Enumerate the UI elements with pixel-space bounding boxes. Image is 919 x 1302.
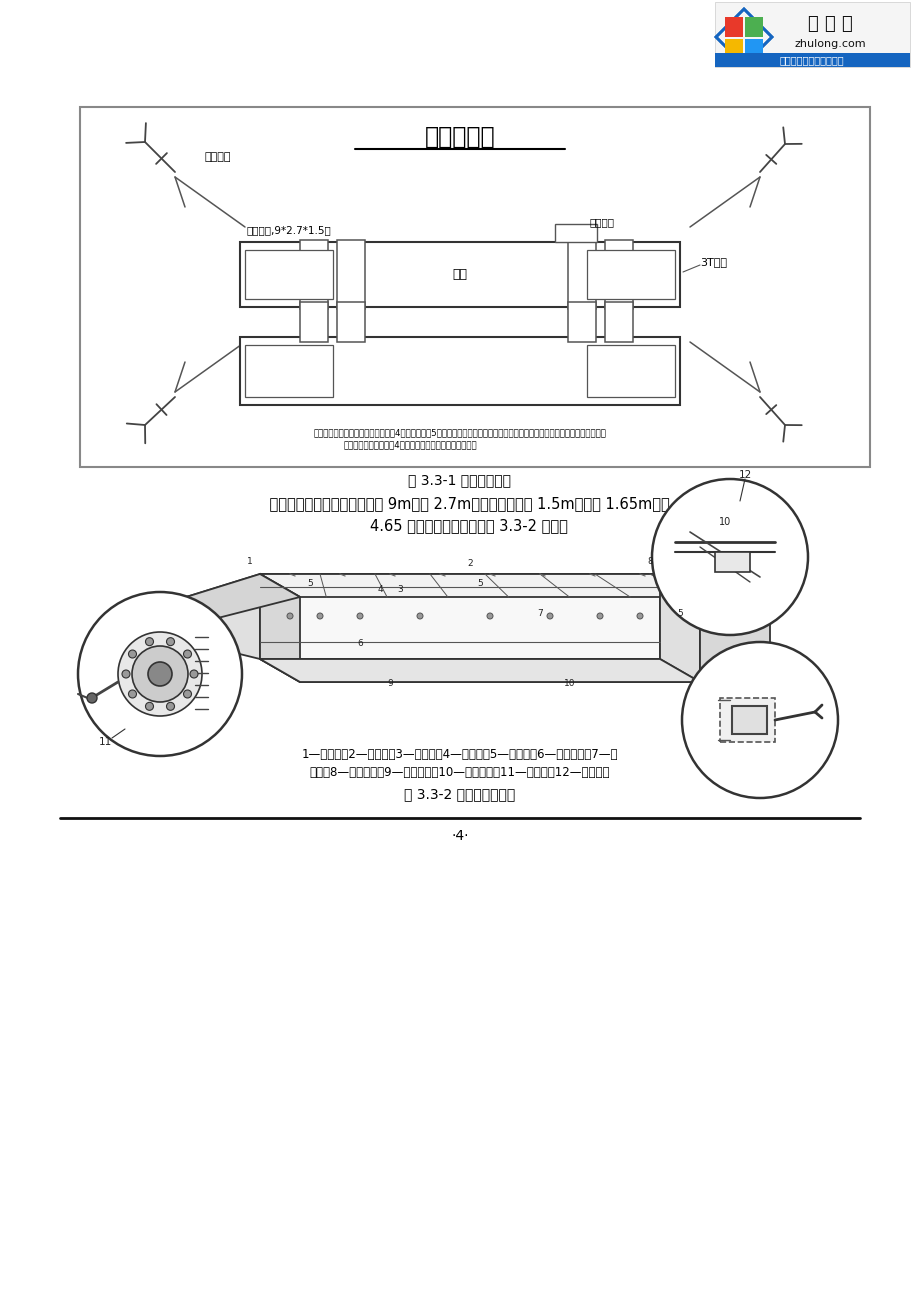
Polygon shape <box>744 39 762 57</box>
Text: 公路桥面: 公路桥面 <box>589 217 614 227</box>
Circle shape <box>87 693 96 703</box>
Text: 3: 3 <box>397 586 403 595</box>
Text: 1—锚机座；2—进水孔；3—系缆桩；4—进人孔；5—气密孔；6—拉紧螺孔；7—导: 1—锚机座；2—进水孔；3—系缆桩；4—进人孔；5—气密孔；6—拉紧螺孔；7—导 <box>301 747 618 760</box>
Text: 3T锚机: 3T锚机 <box>699 256 726 267</box>
Bar <box>300 302 328 342</box>
Circle shape <box>122 671 130 678</box>
Polygon shape <box>744 17 762 36</box>
Text: 筑 龙 網: 筑 龙 網 <box>807 16 851 33</box>
Text: 缆桩；8—导缆滚轮；9—横向接头；10—纵向接头；11—螺栓钩；12—拉紧螺栓: 缆桩；8—导缆滚轮；9—横向接头；10—纵向接头；11—螺栓钩；12—拉紧螺栓 <box>310 766 609 779</box>
Bar <box>720 698 774 742</box>
Text: ·4·: ·4· <box>450 829 469 842</box>
Bar <box>300 240 328 309</box>
Circle shape <box>145 702 153 711</box>
Text: 8: 8 <box>646 557 652 566</box>
Text: 图 3.3-2 标准舟节浮箱图: 图 3.3-2 标准舟节浮箱图 <box>404 786 515 801</box>
Polygon shape <box>170 574 260 659</box>
Text: 9: 9 <box>387 680 392 689</box>
Circle shape <box>596 613 602 618</box>
Bar <box>336 240 365 309</box>
Text: 5: 5 <box>676 609 682 618</box>
Circle shape <box>486 613 493 618</box>
Polygon shape <box>260 574 659 659</box>
Polygon shape <box>724 17 743 36</box>
Polygon shape <box>724 39 743 57</box>
Text: 10: 10 <box>563 680 575 689</box>
Text: 11: 11 <box>98 737 111 747</box>
Text: 标准舟节,9*2.7*1.5米: 标准舟节,9*2.7*1.5米 <box>246 225 332 234</box>
Circle shape <box>287 613 292 618</box>
Text: 大抓力锚: 大抓力锚 <box>205 152 232 161</box>
Bar <box>336 302 365 342</box>
Polygon shape <box>744 17 762 36</box>
Text: 12: 12 <box>738 470 751 480</box>
Bar <box>714 3 909 66</box>
Polygon shape <box>724 39 743 57</box>
Bar <box>80 107 869 467</box>
Bar <box>586 345 675 397</box>
Circle shape <box>416 613 423 618</box>
Bar <box>586 250 675 299</box>
Text: 说明：桩排管桩穿孔用浮平台，采用4个标准舟节组5个多功能浮箱拼组而成，之间用公路桥面处工字钢等连接，上面放置钻机。: 说明：桩排管桩穿孔用浮平台，采用4个标准舟节组5个多功能浮箱拼组而成，之间用公路… <box>313 428 606 437</box>
Text: 浮平台交临，固定采用4台电动锚机，拖拉大抓力锚固定。: 浮平台交临，固定采用4台电动锚机，拖拉大抓力锚固定。 <box>343 440 476 449</box>
Circle shape <box>681 642 837 798</box>
Text: 1: 1 <box>247 557 253 566</box>
Circle shape <box>129 690 136 698</box>
Circle shape <box>190 671 198 678</box>
Text: 7: 7 <box>537 609 542 618</box>
Bar <box>240 337 679 405</box>
Circle shape <box>166 638 175 646</box>
Text: 4.65 吨。标准舟节浮箱如图 3.3-2 所示。: 4.65 吨。标准舟节浮箱如图 3.3-2 所示。 <box>369 518 567 534</box>
Circle shape <box>183 690 191 698</box>
Circle shape <box>183 650 191 658</box>
Text: 打桩浮平台: 打桩浮平台 <box>425 125 494 148</box>
Polygon shape <box>659 562 769 598</box>
Circle shape <box>118 631 202 716</box>
Polygon shape <box>260 574 300 682</box>
Polygon shape <box>260 659 699 682</box>
Circle shape <box>547 613 552 618</box>
Text: 4: 4 <box>377 586 382 595</box>
Bar <box>714 53 909 66</box>
Circle shape <box>145 638 153 646</box>
Circle shape <box>636 613 642 618</box>
Text: 5: 5 <box>477 579 482 589</box>
Polygon shape <box>260 659 699 682</box>
Bar <box>240 242 679 307</box>
Polygon shape <box>170 574 300 620</box>
Bar <box>567 302 596 342</box>
Circle shape <box>317 613 323 618</box>
Bar <box>554 224 596 242</box>
Polygon shape <box>260 574 699 598</box>
Bar <box>244 250 333 299</box>
Text: 6: 6 <box>357 639 362 648</box>
Circle shape <box>148 661 172 686</box>
Bar <box>567 240 596 309</box>
Text: zhulong.com: zhulong.com <box>793 39 865 49</box>
Circle shape <box>652 479 807 635</box>
Bar <box>732 706 766 734</box>
Text: 2: 2 <box>467 560 472 569</box>
Text: 5: 5 <box>307 579 312 589</box>
Polygon shape <box>744 39 762 57</box>
Bar <box>714 552 749 572</box>
Circle shape <box>357 613 363 618</box>
Polygon shape <box>724 17 743 36</box>
Bar <box>605 240 632 309</box>
Polygon shape <box>659 574 699 682</box>
Bar <box>605 302 632 342</box>
Circle shape <box>131 646 187 702</box>
Circle shape <box>166 702 175 711</box>
Bar <box>244 345 333 397</box>
Polygon shape <box>699 585 769 682</box>
Circle shape <box>78 592 242 756</box>
Circle shape <box>129 650 136 658</box>
Text: 图 3.3-1 打桩浮平台图: 图 3.3-1 打桩浮平台图 <box>408 473 511 487</box>
Text: 建筑资料下载就在筑龙网: 建筑资料下载就在筑龙网 <box>778 55 844 65</box>
Text: 10: 10 <box>718 517 731 527</box>
Text: 锚机: 锚机 <box>452 267 467 280</box>
Text: 标准舟节浮箱具体参数有：长 9m，宽 2.7m，甲板至舟底高 1.5m，全高 1.65m，重: 标准舟节浮箱具体参数有：长 9m，宽 2.7m，甲板至舟底高 1.5m，全高 1… <box>250 496 669 512</box>
